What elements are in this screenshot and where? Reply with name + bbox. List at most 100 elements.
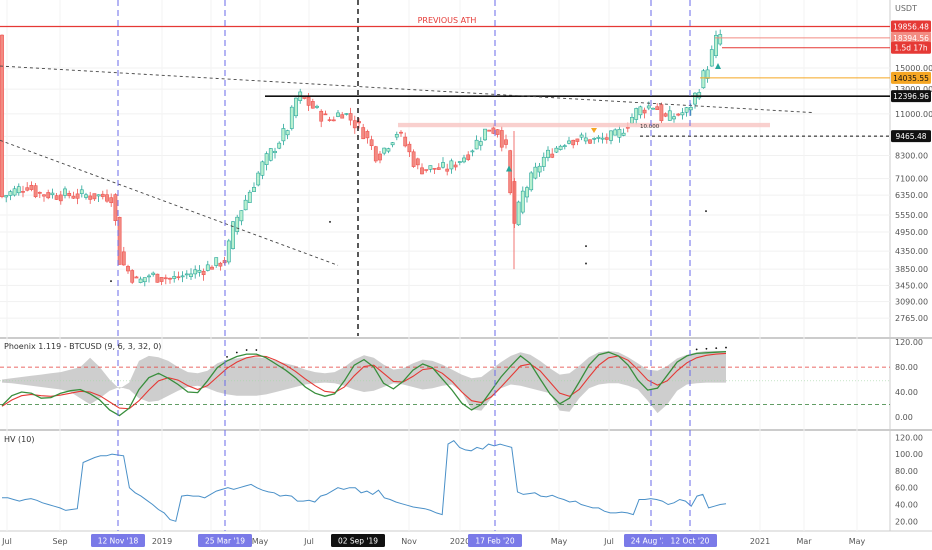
candle-body — [147, 275, 151, 278]
price-tick-label: 3090.00 — [895, 298, 928, 307]
price-badge[interactable] — [891, 130, 931, 143]
time-tick-label: Sep — [52, 537, 67, 546]
candle-body — [630, 116, 634, 124]
candle-body — [403, 136, 408, 147]
candle-body — [138, 278, 143, 283]
price-badge[interactable] — [891, 41, 931, 54]
time-tick-label: May — [849, 537, 866, 546]
price-tick-label: 3450.00 — [895, 281, 928, 290]
candle-body — [340, 114, 345, 119]
date-badge-label: 17 Feb '20 — [475, 537, 514, 546]
candle-body — [75, 193, 80, 199]
candle-body — [588, 139, 592, 144]
candle-body — [193, 269, 198, 275]
time-tick-label: Nov — [401, 537, 417, 546]
candle-body — [625, 126, 630, 129]
price-tick-label: 4950.00 — [895, 228, 928, 237]
candle-body — [348, 113, 353, 121]
candle-body — [189, 273, 193, 277]
candle-body — [604, 137, 609, 140]
hv-tick-label: 80.00 — [895, 467, 918, 476]
candle-body — [487, 129, 492, 132]
oscillator-dot — [226, 355, 228, 358]
candle-body — [210, 266, 214, 270]
candle-body — [252, 186, 256, 192]
candle-body — [583, 137, 588, 142]
candle-body — [701, 70, 706, 89]
price-badge[interactable] — [891, 71, 931, 84]
candle-body — [273, 150, 277, 154]
hv-tick-label: 120.00 — [895, 433, 923, 442]
candle-body — [294, 97, 298, 117]
candle-body — [214, 257, 219, 266]
osc-badge-spacer — [891, 347, 931, 357]
candle-body — [672, 116, 676, 120]
oscillator-title: Phoenix 1.119 - BTCUSD (9, 6, 3, 32, 0) — [4, 342, 161, 351]
currency-label[interactable]: USDT — [895, 4, 917, 13]
oscillator-dot — [705, 347, 708, 350]
candle-body — [373, 146, 378, 162]
candle-body — [529, 172, 534, 191]
candle-body — [609, 130, 613, 141]
date-badge[interactable] — [663, 534, 717, 547]
date-badge[interactable] — [468, 534, 522, 547]
price-tick-label: 11000.00 — [895, 110, 932, 119]
candle-body — [155, 273, 160, 283]
price-badge[interactable] — [891, 20, 931, 33]
candle-body — [109, 197, 114, 204]
candle-body — [382, 147, 387, 154]
candle-body — [680, 112, 685, 116]
candle-body — [436, 167, 441, 170]
price-badge[interactable] — [891, 90, 931, 103]
candle-body — [121, 251, 126, 266]
price-badge[interactable] — [891, 31, 931, 44]
candle-body — [651, 107, 655, 110]
candle-body — [596, 136, 601, 139]
candle-body — [0, 34, 4, 198]
candle-body — [105, 194, 109, 202]
date-badge[interactable] — [198, 534, 252, 547]
candle-body — [655, 106, 660, 110]
price-tick-label: 3850.00 — [895, 265, 928, 274]
oscillator-dot — [725, 346, 727, 349]
candle-body — [197, 269, 202, 273]
date-badge-label: 12 Oct '20 — [671, 537, 710, 546]
oscillator-band — [2, 350, 726, 414]
candle-body — [558, 145, 563, 150]
date-badge-label: 02 Sep '19 — [338, 537, 378, 546]
candle-body — [71, 195, 76, 199]
candle-body — [550, 153, 555, 158]
candle-body — [365, 131, 370, 139]
candle-body — [634, 108, 639, 120]
time-tick-label: May — [252, 537, 269, 546]
candle-body — [508, 150, 513, 194]
hv-tick-label: 100.00 — [895, 450, 923, 459]
candle-body — [462, 157, 466, 163]
candle-body — [369, 139, 374, 147]
date-badge[interactable] — [91, 534, 145, 547]
candle-body — [88, 195, 93, 200]
price-badge-label: 14035.55 — [893, 74, 929, 83]
hv-tick-label: 60.00 — [895, 484, 918, 493]
candle-body — [54, 195, 59, 200]
candle-body — [285, 130, 290, 136]
candle-body — [457, 161, 462, 163]
candle-body — [676, 113, 681, 116]
previous-ath-annotation: PREVIOUS ATH — [418, 16, 477, 25]
candle-body — [12, 188, 17, 196]
price-badge-label: 12396.96 — [893, 92, 929, 101]
candle-body — [21, 191, 25, 193]
candle-body — [411, 151, 416, 167]
date-badge[interactable] — [331, 534, 385, 547]
outlier-dot — [585, 262, 587, 265]
price-tick-label: 7100.00 — [895, 175, 928, 184]
candle-body — [420, 167, 424, 175]
candle-body — [92, 193, 97, 200]
candle-body — [205, 264, 210, 271]
price-badge-label: 19856.48 — [893, 23, 929, 32]
candle-body — [697, 92, 702, 99]
candle-body — [592, 138, 597, 140]
candle-body — [571, 139, 576, 146]
candle-body — [201, 270, 206, 276]
